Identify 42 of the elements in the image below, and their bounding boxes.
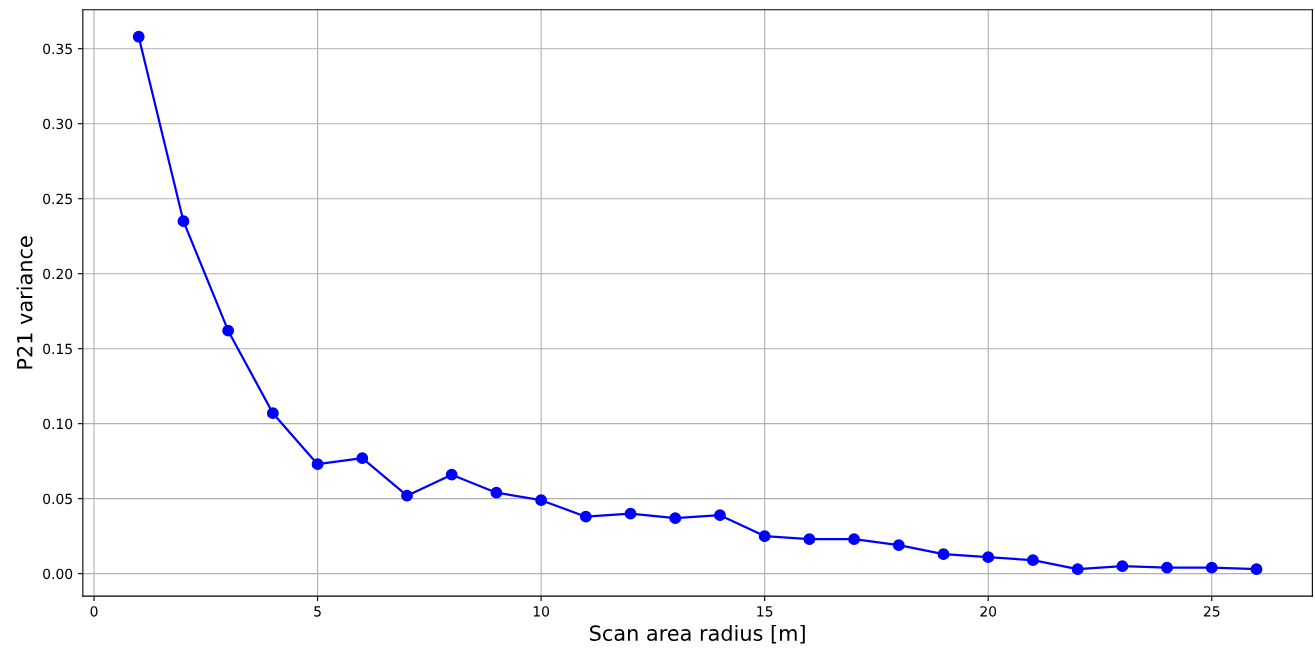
point <box>982 551 995 564</box>
x-tick-label: 10 <box>533 606 550 617</box>
y-tick-label: 0.05 <box>43 493 72 505</box>
point <box>132 30 145 43</box>
point <box>222 324 235 337</box>
point <box>535 494 548 507</box>
point <box>1250 563 1263 576</box>
x-tick-label: 20 <box>980 606 997 617</box>
point <box>579 510 592 523</box>
point <box>669 512 682 525</box>
point <box>892 539 905 552</box>
point <box>177 215 190 228</box>
point <box>445 468 458 481</box>
point <box>1205 561 1218 574</box>
point <box>848 533 860 546</box>
point <box>1027 554 1039 567</box>
point <box>266 407 279 420</box>
point <box>1116 560 1129 573</box>
point <box>937 548 950 561</box>
x-axis-title: Scan area radius [m] <box>590 624 805 644</box>
y-axis-title: P21 variance <box>16 236 33 369</box>
y-tick-label: 0.25 <box>43 193 72 205</box>
y-tick-label: 0.10 <box>43 418 73 430</box>
point <box>624 507 637 520</box>
y-tick-label: 0.20 <box>43 268 73 280</box>
point <box>356 452 369 465</box>
x-tick-label: 15 <box>757 606 773 617</box>
point <box>803 533 816 546</box>
point <box>490 486 503 499</box>
y-tick-label: 0.35 <box>43 43 72 55</box>
point <box>1071 563 1084 576</box>
y-tick-label: 0.00 <box>43 568 73 580</box>
point <box>401 489 413 502</box>
point <box>1161 561 1173 574</box>
point <box>714 509 726 522</box>
y-tick-label: 0.15 <box>43 343 72 355</box>
y-tick-label: 0.30 <box>43 118 73 130</box>
x-tick-label: 5 <box>314 606 321 617</box>
x-tick-label: 0 <box>90 606 98 617</box>
point <box>758 530 771 543</box>
x-tick-label: 25 <box>1203 606 1220 617</box>
point <box>311 458 324 471</box>
